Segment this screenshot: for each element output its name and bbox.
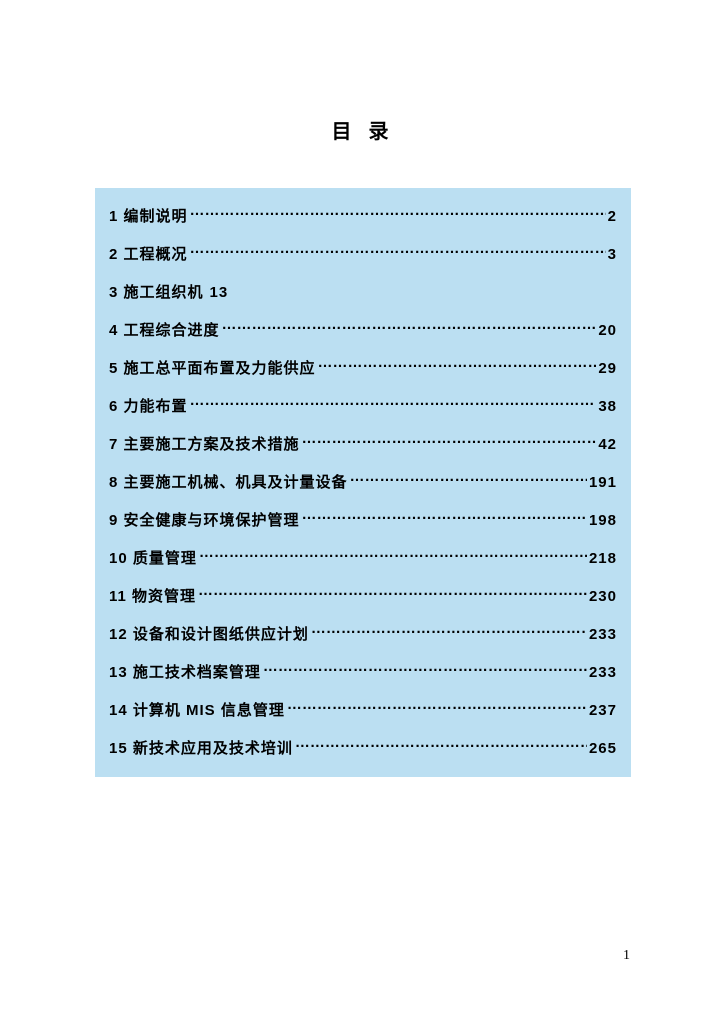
toc-row: 14 计算机 MIS 信息管理 237 xyxy=(109,700,617,721)
toc-row: 5 施工总平面布置及力能供应 29 xyxy=(109,358,617,379)
toc-entry-label: 6 力能布置 xyxy=(109,396,188,417)
toc-leader-dots xyxy=(222,320,597,335)
toc-entry-label: 1 编制说明 xyxy=(109,206,188,227)
toc-leader-dots xyxy=(302,434,597,449)
toc-row: 6 力能布置 38 xyxy=(109,396,617,417)
toc-entry-label: 8 主要施工机械、机具及计量设备 xyxy=(109,472,348,493)
toc-entry-label: 5 施工总平面布置及力能供应 xyxy=(109,358,316,379)
toc-entry-page: 2 xyxy=(608,206,617,227)
toc-leader-dots xyxy=(318,358,597,373)
toc-entry-page: 265 xyxy=(589,738,617,759)
toc-entry-page: 191 xyxy=(589,472,617,493)
toc-leader-dots xyxy=(302,510,587,525)
toc-row: 7 主要施工方案及技术措施 42 xyxy=(109,434,617,455)
toc-row: 8 主要施工机械、机具及计量设备 191 xyxy=(109,472,617,493)
toc-entry-label: 14 计算机 MIS 信息管理 xyxy=(109,700,285,721)
toc-entry-label: 12 设备和设计图纸供应计划 xyxy=(109,624,309,645)
toc-row: 1 编制说明 2 xyxy=(109,206,617,227)
toc-entry-label: 4 工程综合进度 xyxy=(109,320,220,341)
toc-leader-dots xyxy=(350,472,587,487)
toc-entry-page: 198 xyxy=(589,510,617,531)
toc-entry-page: 233 xyxy=(589,662,617,683)
toc-entry-page: 3 xyxy=(608,244,617,265)
toc-entry-label: 2 工程概况 xyxy=(109,244,188,265)
toc-entry-label: 11 物资管理 xyxy=(109,586,196,607)
toc-entry-label: 15 新技术应用及技术培训 xyxy=(109,738,293,759)
toc-entry-page: 233 xyxy=(589,624,617,645)
toc-leader-dots xyxy=(198,586,587,601)
toc-entry-label: 3 施工组织机 xyxy=(109,282,204,303)
toc-entry-label: 9 安全健康与环境保护管理 xyxy=(109,510,300,531)
toc-entry-label: 13 施工技术档案管理 xyxy=(109,662,261,683)
toc-entry-page: 29 xyxy=(598,358,617,379)
toc-row: 9 安全健康与环境保护管理 198 xyxy=(109,510,617,531)
document-page: 目 录 1 编制说明 2 2 工程概况 3 3 施工组织机 13 4 工程综合进度 20 5 … xyxy=(0,0,726,1026)
toc-row: 2 工程概况 3 xyxy=(109,244,617,265)
toc-leader-dots xyxy=(199,548,587,563)
toc-entry-page: 42 xyxy=(598,434,617,455)
page-number: 1 xyxy=(623,948,630,964)
toc-row: 10 质量管理 218 xyxy=(109,548,617,569)
toc-entry-page: 20 xyxy=(598,320,617,341)
toc-leader-dots xyxy=(287,700,587,715)
toc-row: 3 施工组织机 13 xyxy=(109,282,617,303)
toc-leader-dots xyxy=(190,206,606,221)
toc-row: 13 施工技术档案管理 233 xyxy=(109,662,617,683)
toc-entry-page: 218 xyxy=(589,548,617,569)
toc-container: 1 编制说明 2 2 工程概况 3 3 施工组织机 13 4 工程综合进度 20 5 施工总平… xyxy=(95,188,631,777)
toc-entry-page: 230 xyxy=(589,586,617,607)
toc-leader-dots xyxy=(190,244,606,259)
toc-leader-dots xyxy=(311,624,587,639)
toc-leader-dots xyxy=(295,738,587,753)
toc-leader-dots xyxy=(263,662,587,677)
toc-entry-page: 237 xyxy=(589,700,617,721)
toc-entry-label: 7 主要施工方案及技术措施 xyxy=(109,434,300,455)
toc-entry-label: 10 质量管理 xyxy=(109,548,197,569)
toc-row: 15 新技术应用及技术培训 265 xyxy=(109,738,617,759)
toc-title: 目 录 xyxy=(95,115,631,144)
toc-leader-dots xyxy=(190,396,597,411)
toc-row: 11 物资管理 230 xyxy=(109,586,617,607)
toc-row: 4 工程综合进度 20 xyxy=(109,320,617,341)
toc-row: 12 设备和设计图纸供应计划 233 xyxy=(109,624,617,645)
toc-entry-page: 13 xyxy=(210,282,229,303)
toc-entry-page: 38 xyxy=(598,396,617,417)
